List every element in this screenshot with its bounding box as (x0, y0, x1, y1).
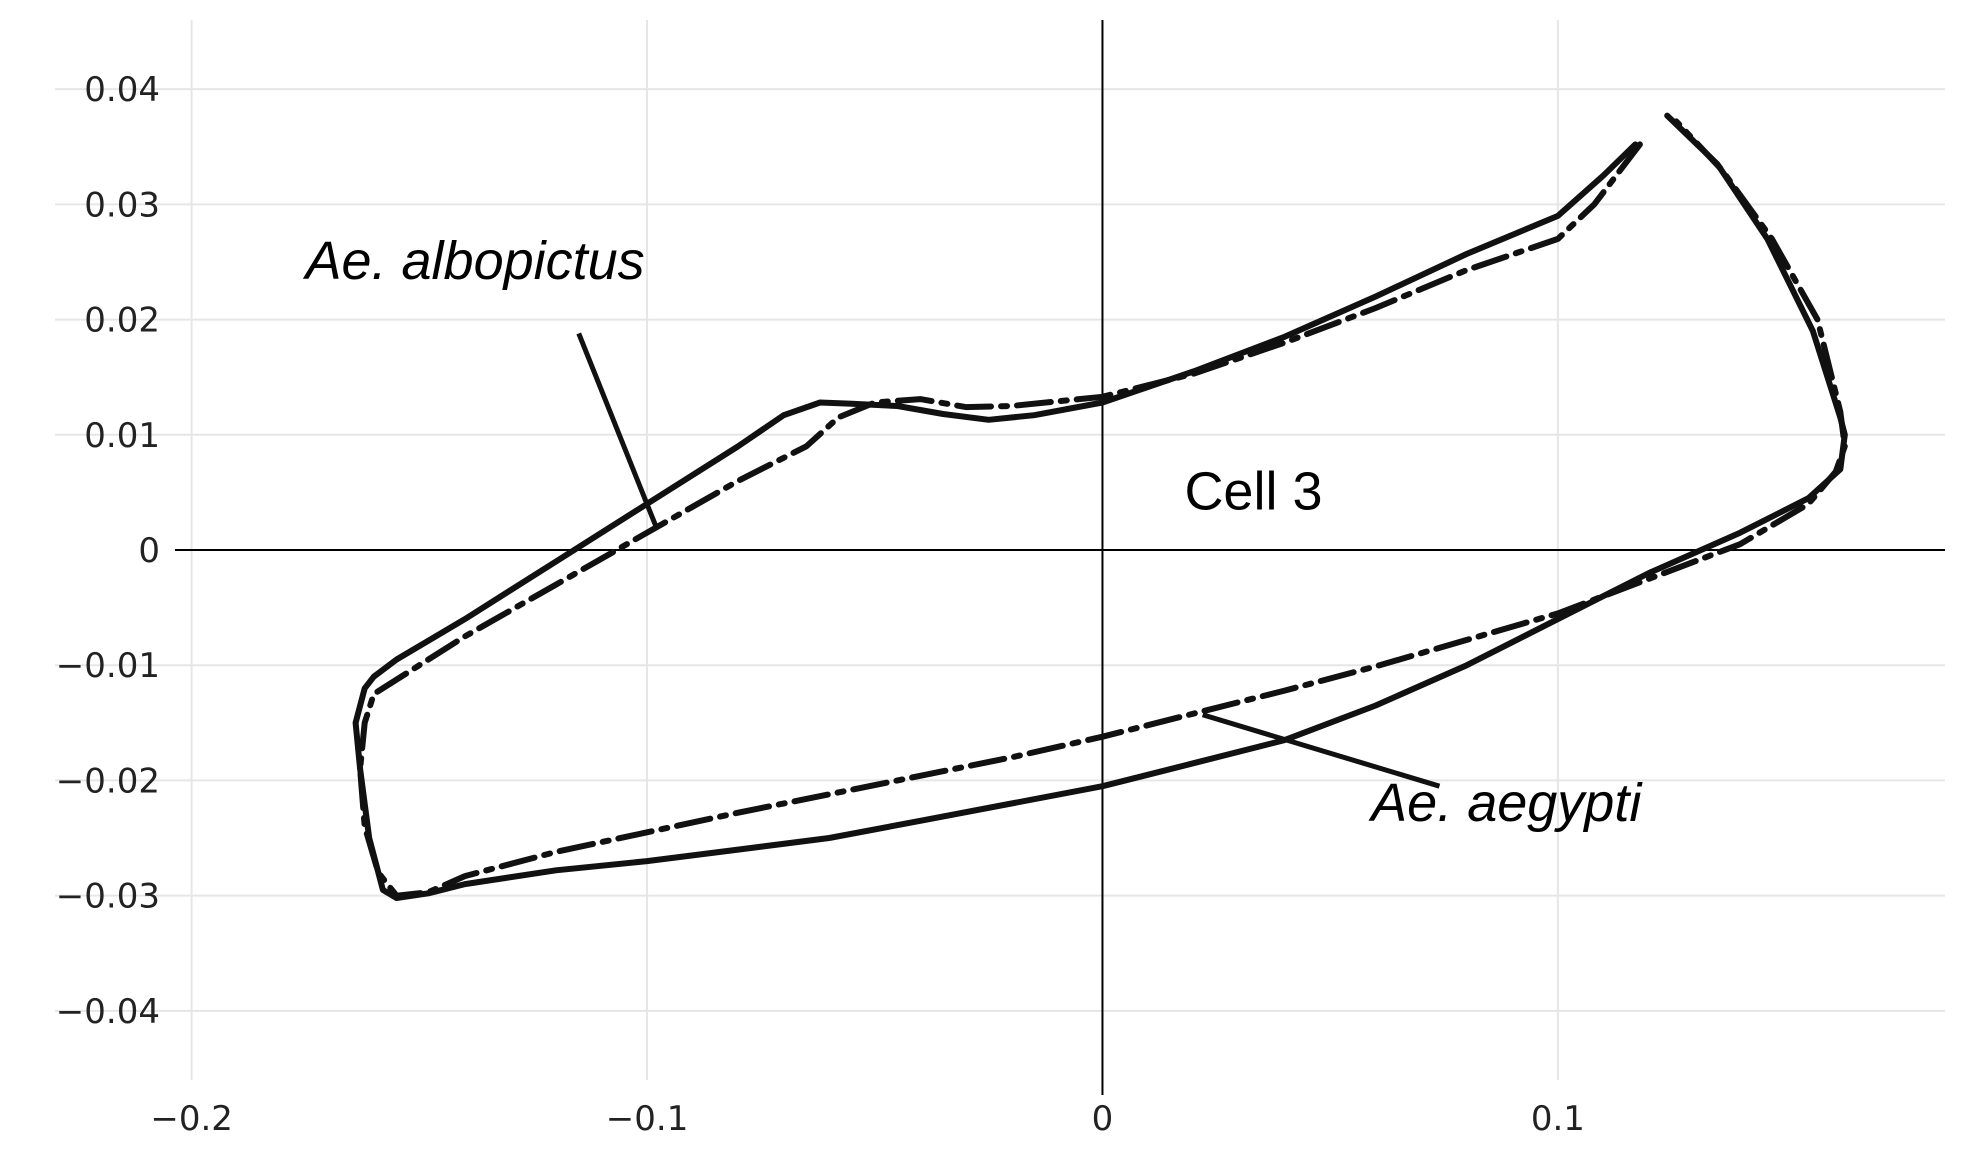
y-tick-label: −0.01 (56, 646, 160, 686)
x-tick-label: −0.2 (150, 1099, 233, 1139)
x-tick-label: 0.1 (1531, 1099, 1585, 1139)
annotation-label-cell3: Cell 3 (1184, 462, 1322, 522)
annotation-arrows (576, 332, 1441, 789)
annotation-label-aegypti: Ae. aegypti (1368, 773, 1643, 833)
y-tick-label: 0.04 (84, 70, 160, 110)
tick-labels: −0.2 −0.1 0 0.1 0.04 0.03 0.02 0.01 0 −0.01 −0.02 −… (56, 70, 1585, 1139)
annotations: Ae. albopictus Ae. aegypti Cell 3 (302, 231, 1643, 833)
annotation-pointer-aegypti (1201, 712, 1441, 789)
annotation-pointer-albopictus (576, 332, 659, 528)
y-tick-label: 0 (138, 531, 160, 571)
y-tick-label: 0.01 (84, 416, 160, 456)
y-tick-label: −0.03 (56, 877, 160, 917)
x-tick-label: −0.1 (606, 1099, 689, 1139)
y-tick-label: 0.03 (84, 185, 160, 225)
y-tick-label: 0.02 (84, 301, 160, 341)
grid-layer (55, 20, 1945, 1080)
x-tick-label: 0 (1092, 1099, 1114, 1139)
y-tick-label: −0.02 (56, 761, 160, 801)
series-layer (352, 112, 1848, 901)
y-tick-label: −0.04 (56, 992, 160, 1032)
series-line-solid (352, 112, 1848, 901)
axis-layer (175, 20, 1945, 1095)
annotation-label-albopictus: Ae. albopictus (302, 231, 644, 291)
series-line-dashdot (357, 118, 1848, 899)
